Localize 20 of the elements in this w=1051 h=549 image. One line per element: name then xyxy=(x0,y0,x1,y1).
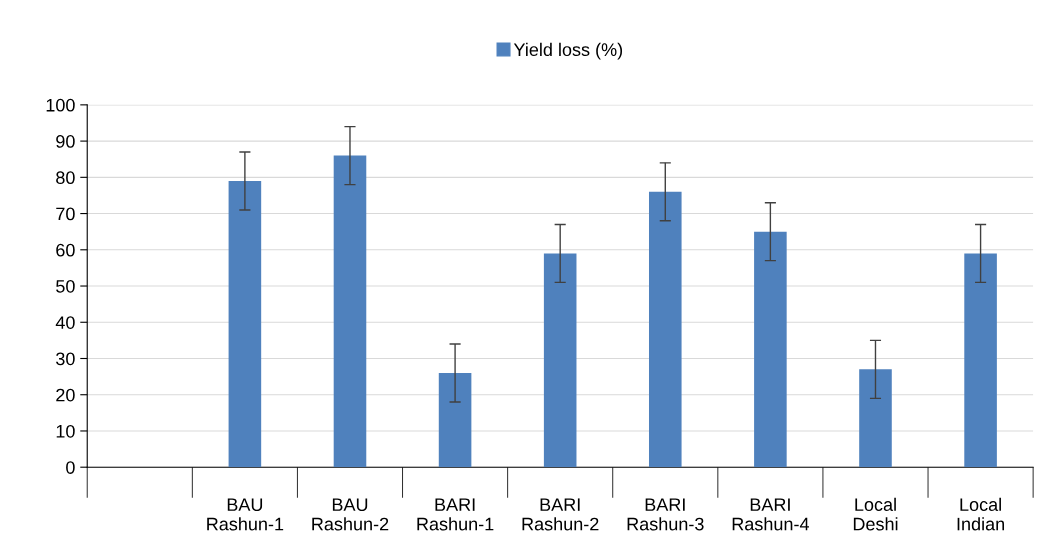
x-tick-label: BARI Rashun-4 xyxy=(732,498,809,531)
y-tick-label: 50 xyxy=(56,279,75,293)
x-tick-label: BAU Rashun-2 xyxy=(312,498,389,531)
y-tick-label: 70 xyxy=(56,207,75,221)
x-tick-label: Local Indian xyxy=(957,497,1005,531)
y-tick-label: 20 xyxy=(56,388,75,402)
y-tick-label: 30 xyxy=(56,352,75,366)
y-tick-label: 80 xyxy=(56,171,75,185)
y-tick-label: 10 xyxy=(56,424,75,438)
y-tick-label: 100 xyxy=(46,98,75,112)
x-tick-label: Local Deshi xyxy=(853,497,898,531)
y-tick-label: 60 xyxy=(56,243,75,257)
x-tick-label: BARI Rashun-2 xyxy=(522,498,599,531)
y-tick-label: 90 xyxy=(56,135,75,148)
y-tick-label: 40 xyxy=(55,316,75,329)
x-tick-label: BAU Rashun-1 xyxy=(207,498,284,531)
y-tick-label: 0 xyxy=(66,461,75,474)
x-tick-label: BARI Rashun-3 xyxy=(627,498,704,531)
legend-label: Yield loss (%) xyxy=(513,42,623,60)
x-tick-label: BARI Rashun-1 xyxy=(417,498,494,531)
